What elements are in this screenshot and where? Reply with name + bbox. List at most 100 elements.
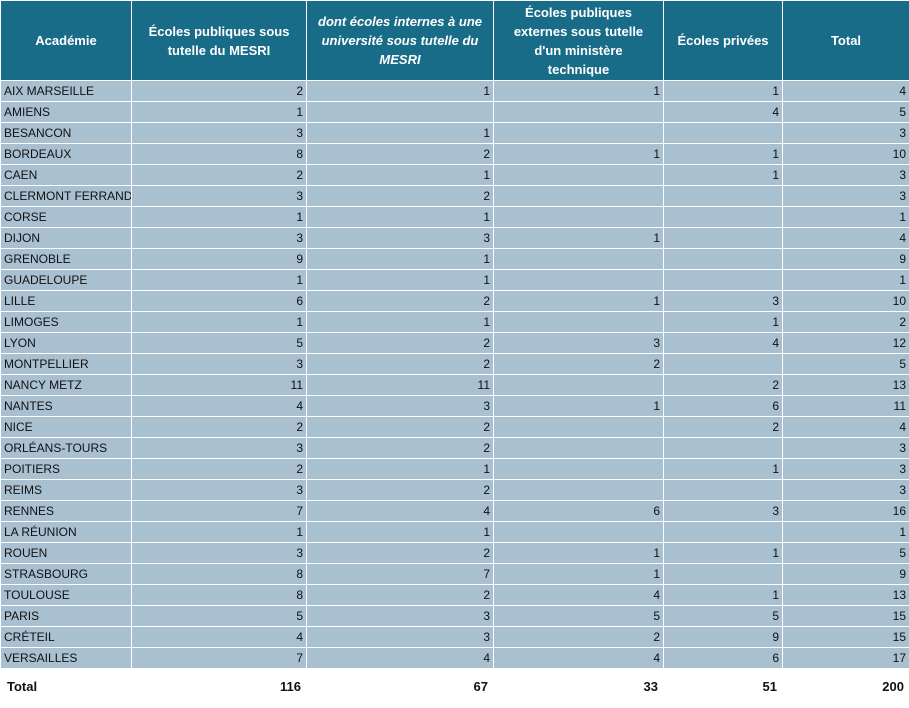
cell: 1 [306, 521, 494, 543]
cell [306, 101, 494, 123]
row-label: MONTPELLIER [0, 353, 132, 375]
table-row: VERSAILLES 7 4 4 6 17 [0, 647, 909, 669]
cell: 1 [663, 542, 783, 564]
column-header: Académie [0, 0, 132, 81]
cell [493, 248, 664, 270]
row-label: LILLE [0, 290, 132, 312]
cell: 4 [306, 500, 494, 522]
cell: 3 [131, 185, 307, 207]
row-label: GUADELOUPE [0, 269, 132, 291]
row-label: NANTES [0, 395, 132, 417]
cell: 2 [306, 416, 494, 438]
table-row: STRASBOURG 8 7 1 9 [0, 563, 909, 585]
cell: 2 [306, 479, 494, 501]
row-label: AIX MARSEILLE [0, 80, 132, 102]
cell: 3 [782, 185, 909, 207]
cell: 4 [131, 626, 307, 648]
cell [663, 479, 783, 501]
row-label: BORDEAUX [0, 143, 132, 165]
cell [663, 353, 783, 375]
cell: 1 [663, 458, 783, 480]
cell: 51 [663, 668, 783, 706]
table-row: AMIENS 1 4 5 [0, 101, 909, 123]
cell: 2 [493, 626, 664, 648]
cell: 5 [782, 353, 909, 375]
cell: 3 [131, 353, 307, 375]
cell: 8 [131, 143, 307, 165]
cell: 1 [306, 206, 494, 228]
cell: 2 [306, 143, 494, 165]
cell: 5 [131, 605, 307, 627]
table-row: MONTPELLIER 3 2 2 5 [0, 353, 909, 375]
cell: 15 [782, 605, 909, 627]
cell [493, 206, 664, 228]
table-row: GUADELOUPE 1 1 1 [0, 269, 909, 291]
row-label: NANCY METZ [0, 374, 132, 396]
column-header: Écoles privées [663, 0, 783, 81]
cell: 5 [131, 332, 307, 354]
cell [663, 122, 783, 144]
cell: 9 [782, 248, 909, 270]
row-label: NICE [0, 416, 132, 438]
cell: 2 [306, 437, 494, 459]
cell [493, 416, 664, 438]
cell: 3 [782, 479, 909, 501]
cell [493, 101, 664, 123]
cell [663, 227, 783, 249]
cell: 9 [782, 563, 909, 585]
table-row: ORLÉANS-TOURS 3 2 3 [0, 437, 909, 459]
table-row: NICE 2 2 2 4 [0, 416, 909, 438]
cell: 11 [306, 374, 494, 396]
table-row: CLERMONT FERRAND 3 2 3 [0, 185, 909, 207]
cell: 10 [782, 143, 909, 165]
table-row: PARIS 5 3 5 5 15 [0, 605, 909, 627]
cell: 33 [493, 668, 664, 706]
cell: 1 [663, 311, 783, 333]
cell: 3 [131, 479, 307, 501]
cell: 3 [306, 227, 494, 249]
row-label: TOULOUSE [0, 584, 132, 606]
cell: 3 [306, 626, 494, 648]
cell [663, 185, 783, 207]
table-row: LIMOGES 1 1 1 2 [0, 311, 909, 333]
cell: 4 [782, 227, 909, 249]
table-row: LILLE 6 2 1 3 10 [0, 290, 909, 312]
table-row: LYON 5 2 3 4 12 [0, 332, 909, 354]
table-body: AIX MARSEILLE 2 1 1 1 4 AMIENS 1 4 5 BESANCON 3 1 3 BO… [0, 80, 909, 706]
cell: 1 [493, 542, 664, 564]
cell: 3 [782, 164, 909, 186]
cell: 1 [131, 521, 307, 543]
cell: 1 [493, 290, 664, 312]
row-label: REIMS [0, 479, 132, 501]
column-header: Écoles publiques sous tutelle du MESRI [131, 0, 307, 81]
row-label: DIJON [0, 227, 132, 249]
cell: 3 [306, 395, 494, 417]
cell: 9 [663, 626, 783, 648]
cell [663, 521, 783, 543]
cell: 4 [306, 647, 494, 669]
table-row: GRENOBLE 9 1 9 [0, 248, 909, 270]
table-row: ROUEN 3 2 1 1 5 [0, 542, 909, 564]
cell: 4 [493, 584, 664, 606]
cell [493, 458, 664, 480]
cell: 1 [493, 227, 664, 249]
cell: 1 [782, 269, 909, 291]
cell: 17 [782, 647, 909, 669]
column-header: Écoles publiques externes sous tutelle d… [493, 0, 664, 81]
cell: 2 [306, 290, 494, 312]
cell: 1 [131, 269, 307, 291]
cell: 1 [131, 311, 307, 333]
cell: 5 [493, 605, 664, 627]
cell: 6 [131, 290, 307, 312]
cell [493, 521, 664, 543]
cell: 6 [493, 500, 664, 522]
cell: 2 [306, 185, 494, 207]
row-label: CLERMONT FERRAND [0, 185, 132, 207]
cell: 7 [131, 647, 307, 669]
cell: 1 [782, 206, 909, 228]
cell: 8 [131, 563, 307, 585]
cell: 1 [493, 143, 664, 165]
row-label: LYON [0, 332, 132, 354]
column-header: Total [782, 0, 909, 81]
cell: 9 [131, 248, 307, 270]
